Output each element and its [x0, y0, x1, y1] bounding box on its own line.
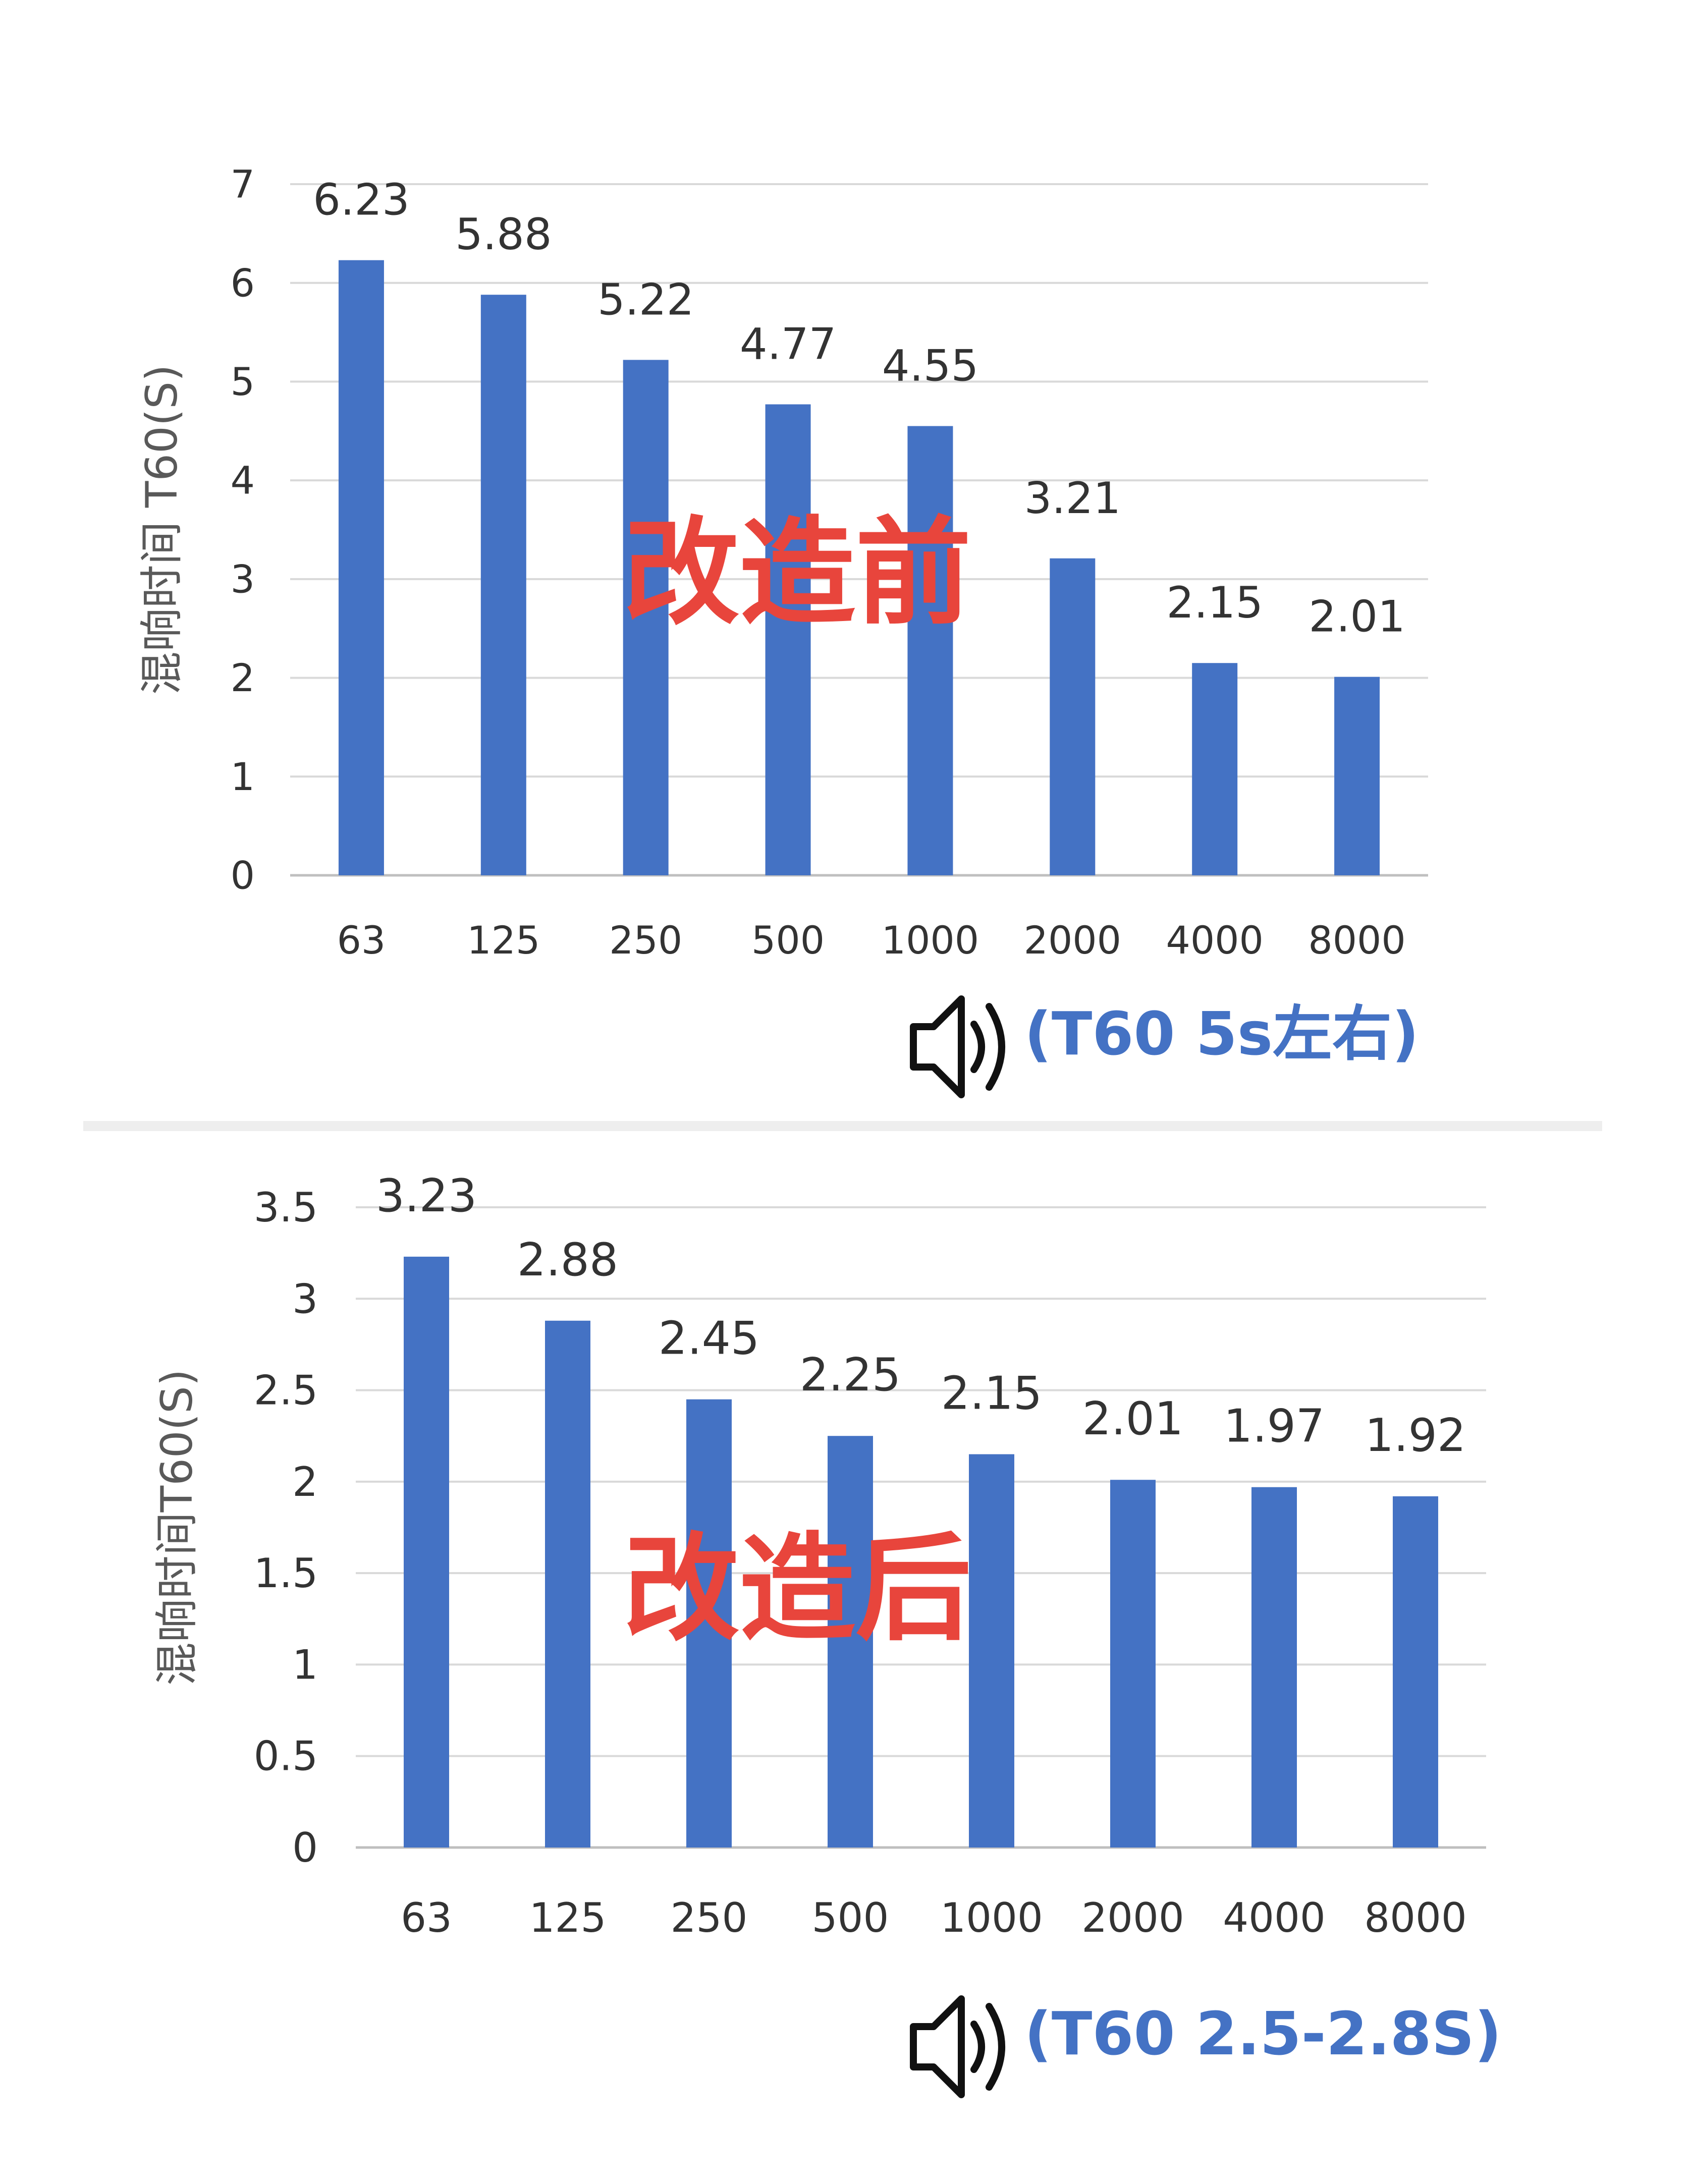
x-tick-label: 4000 [1223, 1894, 1326, 1941]
y-tick-label: 0 [292, 1824, 318, 1871]
bar-2000 [1110, 1480, 1156, 1847]
x-tick-label: 500 [751, 918, 825, 963]
chart-before: 0 1 2 3 4 5 6 7 混响时间 T60(S) 6.23 63 5.88 125 5.22 250 4… [137, 162, 1428, 1098]
x-tick-label: 1000 [940, 1894, 1043, 1941]
overlay-label: 改造后 [623, 1522, 971, 1657]
data-label: 2.15 [941, 1367, 1042, 1420]
data-label: 3.21 [1024, 473, 1121, 524]
data-label: 1.97 [1224, 1400, 1325, 1453]
bar-250 [623, 360, 669, 875]
speaker-body [910, 995, 965, 1098]
bar-500 [765, 404, 811, 875]
data-label: 2.15 [1166, 578, 1263, 628]
bar-125 [545, 1320, 590, 1847]
bar-63 [338, 260, 384, 876]
data-label: 5.88 [455, 209, 552, 260]
data-label: 6.23 [313, 175, 409, 226]
overlay-label: 改造前 [623, 506, 971, 641]
data-label: 2.01 [1082, 1392, 1183, 1445]
data-label: 2.88 [517, 1234, 618, 1286]
sound-wave [970, 2021, 985, 2073]
data-label: 4.77 [740, 319, 836, 369]
data-label: 2.01 [1309, 592, 1405, 642]
x-tick-label: 8000 [1308, 918, 1405, 963]
y-tick-label: 6 [231, 260, 255, 305]
y-tick-label: 1 [292, 1641, 318, 1688]
y-tick-label: 3 [292, 1275, 318, 1322]
bar-2000 [1050, 558, 1096, 875]
speaker-icon [910, 995, 1005, 1098]
data-label: 2.45 [659, 1312, 759, 1365]
data-label: 3.23 [376, 1169, 477, 1222]
bar-125 [480, 295, 526, 876]
x-tick-label: 8000 [1364, 1894, 1467, 1941]
x-tick-label: 125 [467, 918, 540, 963]
bar-4000 [1192, 663, 1238, 875]
data-label: 1.92 [1365, 1409, 1466, 1462]
x-tick-label: 1000 [882, 918, 979, 963]
sound-wave [986, 2003, 1005, 2091]
sound-wave [986, 1003, 1005, 1091]
chart-after: 0 0.5 1 1.5 2 2.5 3 3.5 混响时间T60(S) 3.23 63 2.88 125 2… [152, 1169, 1502, 2098]
bar-63 [404, 1256, 449, 1847]
y-axis-title: 混响时间 T60(S) [137, 365, 187, 695]
y-tick-label: 2.5 [254, 1367, 318, 1414]
y-tick-label: 0 [231, 853, 255, 898]
speaker-body [910, 1995, 965, 2098]
bar-8000 [1393, 1496, 1438, 1847]
x-tick-label: 250 [671, 1894, 748, 1941]
bar-4000 [1251, 1487, 1297, 1847]
y-tick-label: 1 [231, 754, 255, 799]
data-label: 5.22 [597, 274, 694, 325]
y-tick-label: 5 [231, 359, 255, 404]
y-tick-label: 1.5 [254, 1550, 318, 1597]
y-tick-label: 7 [231, 162, 255, 207]
note-label: (T60 2.5-2.8S) [1024, 1999, 1502, 2068]
bar-250 [686, 1399, 732, 1847]
bar-1000 [969, 1454, 1014, 1847]
bar-1000 [907, 426, 953, 875]
bar-500 [828, 1436, 873, 1847]
x-tick-label: 250 [609, 918, 682, 963]
x-tick-label: 63 [401, 1894, 452, 1941]
y-tick-label: 4 [231, 458, 255, 503]
y-tick-label: 3.5 [254, 1184, 318, 1231]
y-tick-label: 2 [231, 655, 255, 700]
x-tick-label: 4000 [1166, 918, 1263, 963]
data-label: 2.25 [800, 1349, 901, 1402]
sound-wave [970, 1021, 985, 1073]
y-tick-label: 3 [231, 556, 255, 601]
note-label: (T60 5s左右) [1024, 999, 1419, 1069]
bar-8000 [1334, 677, 1380, 875]
y-tick-label: 2 [292, 1459, 318, 1505]
data-label: 4.55 [882, 341, 978, 391]
x-tick-label: 2000 [1081, 1894, 1184, 1941]
x-tick-label: 125 [529, 1894, 607, 1941]
speaker-icon [910, 1995, 1005, 2098]
x-tick-label: 63 [337, 918, 386, 963]
x-tick-label: 2000 [1024, 918, 1121, 963]
y-axis-title: 混响时间T60(S) [152, 1369, 202, 1686]
x-tick-label: 500 [812, 1894, 889, 1941]
y-tick-label: 0.5 [254, 1733, 318, 1780]
chart-divider [83, 1121, 1602, 1131]
